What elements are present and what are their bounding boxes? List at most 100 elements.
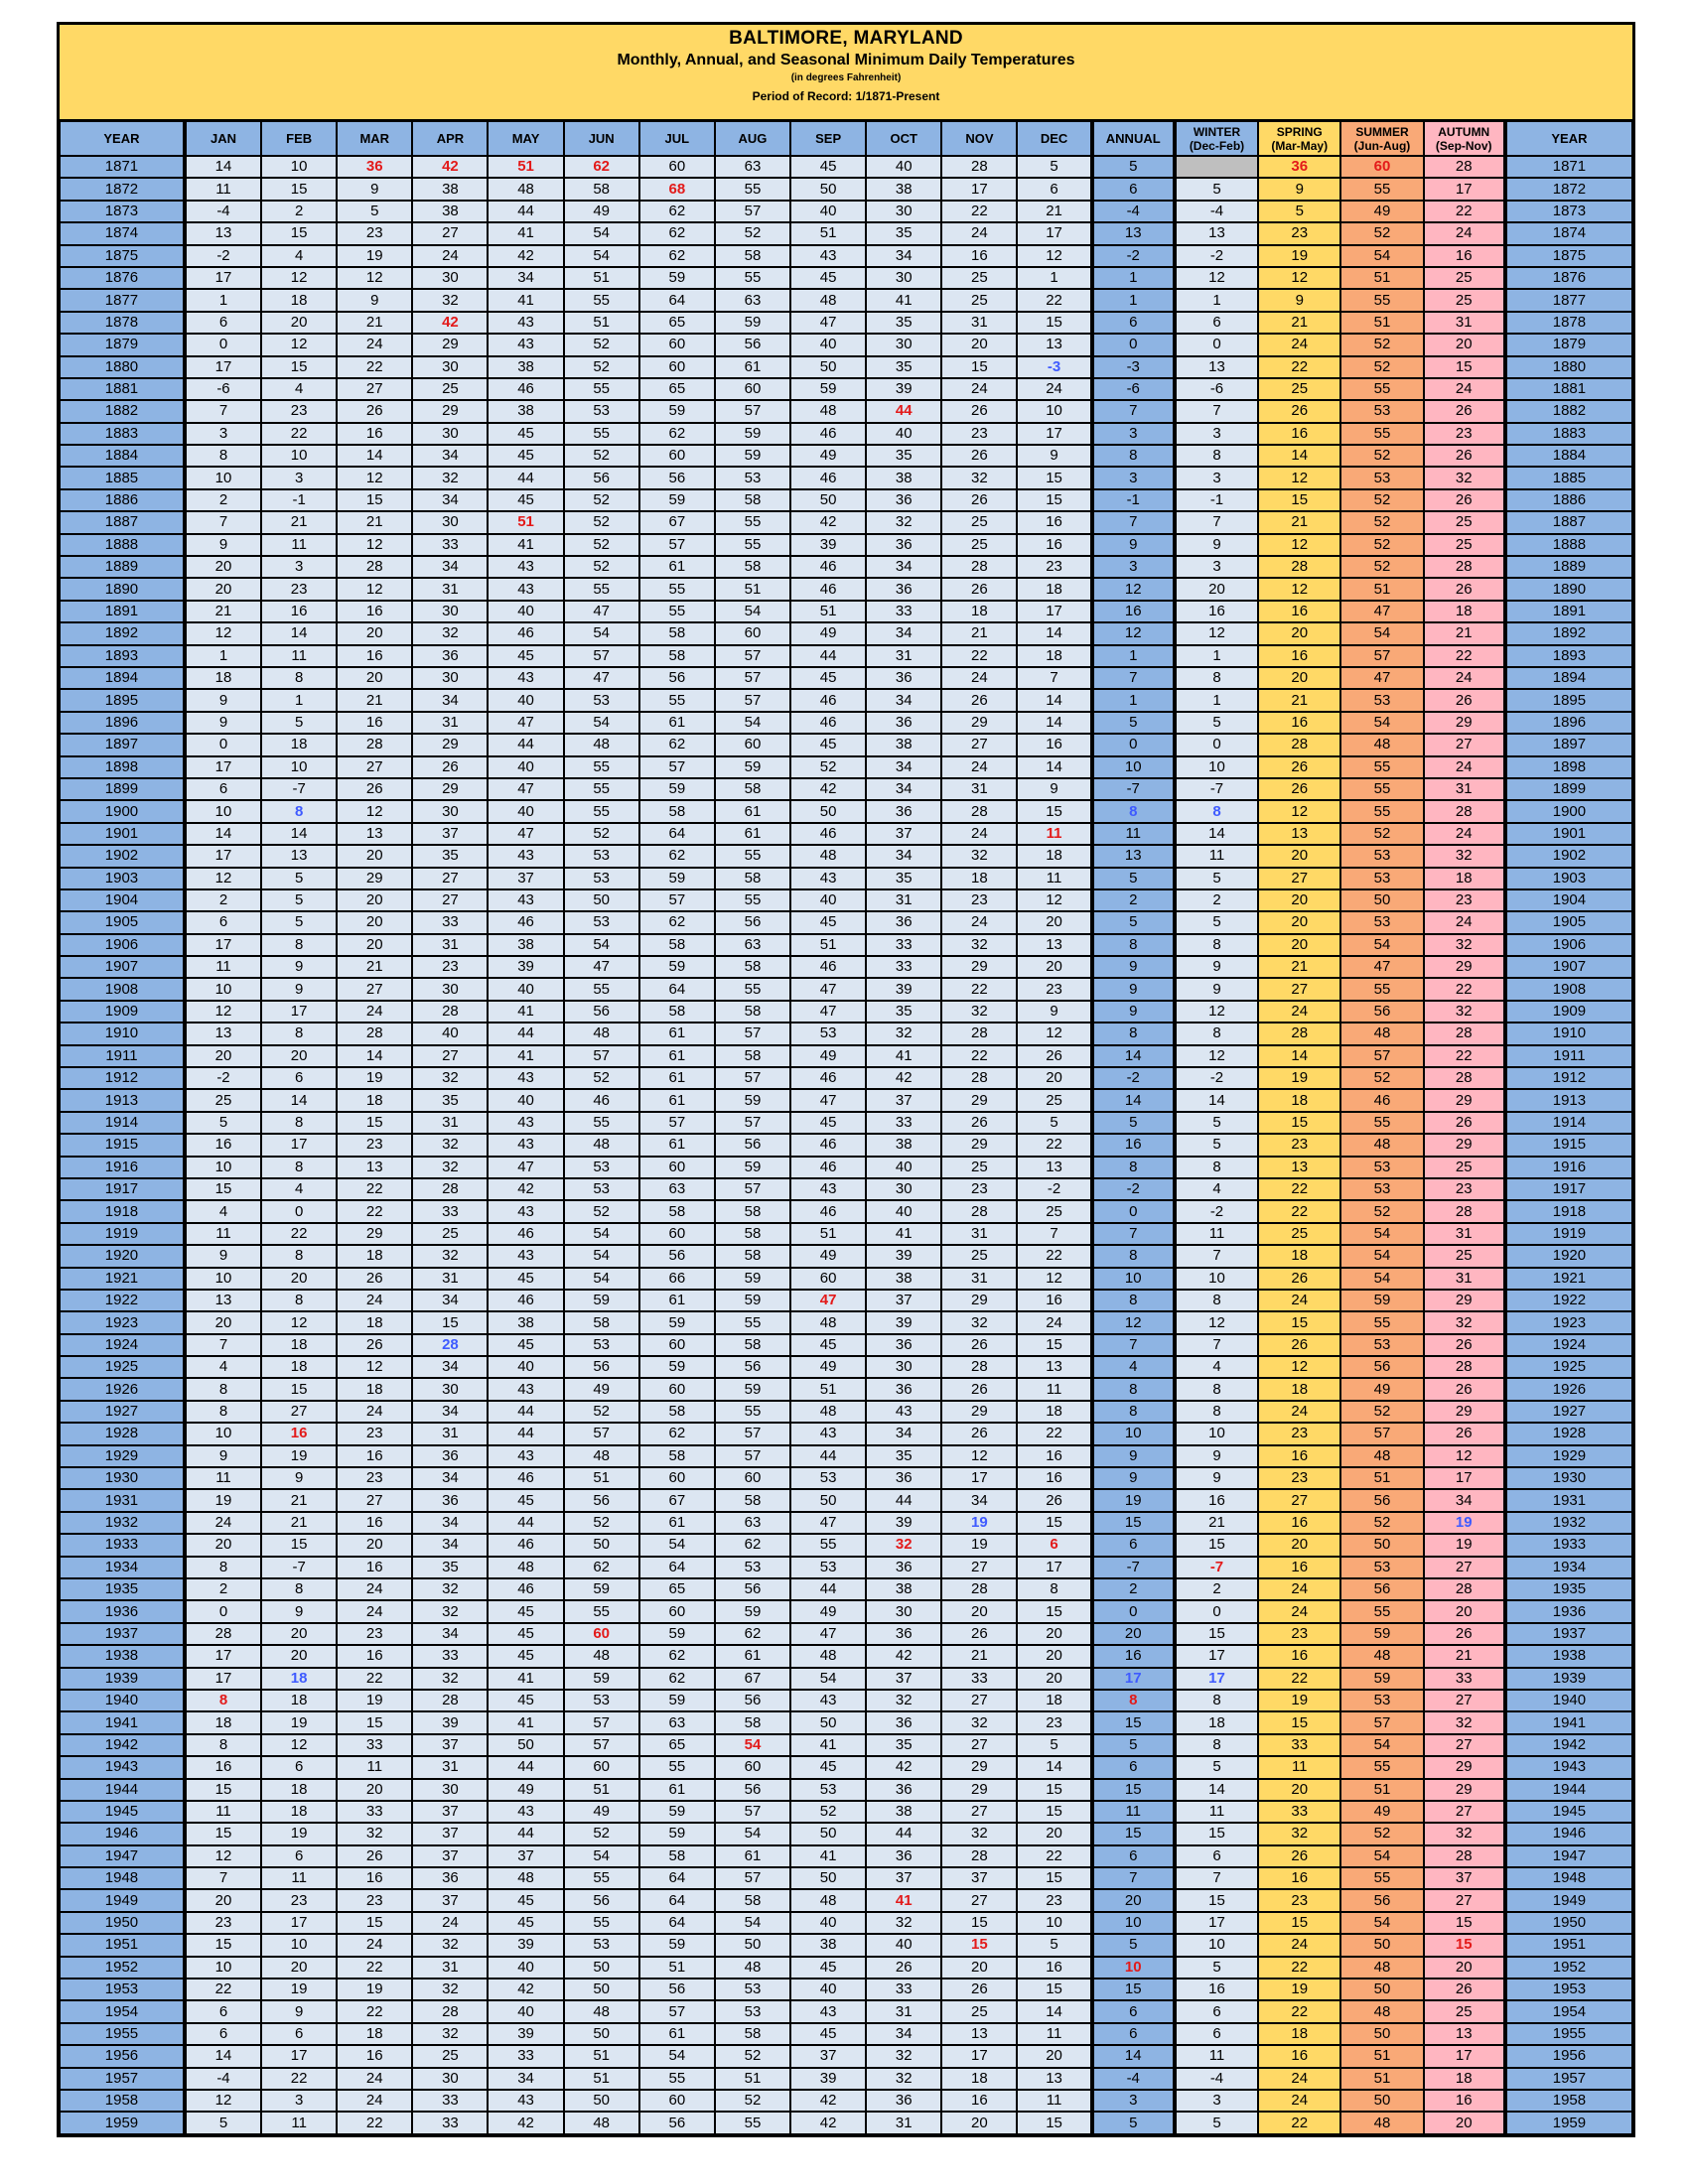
aug-cell: 59 [714, 1600, 791, 1623]
annual-cell: 16 [1092, 1645, 1176, 1668]
spring-cell: 33 [1258, 1733, 1341, 1757]
year-cell: 1925 [60, 1356, 186, 1379]
jan-cell: 20 [185, 1311, 262, 1334]
jul-cell: 54 [638, 2045, 715, 2068]
jul-cell: 64 [638, 1889, 715, 1912]
nov-cell: 18 [941, 867, 1018, 889]
year-cell-right: 1943 [1505, 1756, 1632, 1779]
spring-cell: 21 [1258, 689, 1341, 712]
winter-cell: 9 [1175, 956, 1259, 979]
table-row: 1889 20 3 28 34 43 52 61 58 46 34 28 23 3 3 28 52 28 1889 [60, 556, 1632, 579]
mar-cell: 13 [337, 822, 413, 846]
year-cell: 1880 [60, 355, 186, 378]
oct-cell: 44 [866, 400, 942, 423]
apr-cell: 34 [412, 1356, 489, 1379]
mar-cell: 29 [337, 1222, 413, 1246]
summer-cell: 53 [1340, 1177, 1424, 1201]
aug-cell: 58 [714, 1489, 791, 1512]
year-cell: 1937 [60, 1622, 186, 1646]
may-cell: 33 [488, 2045, 564, 2068]
sep-cell: 40 [790, 888, 867, 912]
jan-cell: 14 [185, 822, 262, 846]
oct-cell: 40 [866, 422, 942, 446]
table-row: 1904 2 5 20 27 43 50 57 55 40 31 23 12 2 2 20 50 23 1904 [60, 888, 1632, 912]
dec-cell: 15 [1017, 311, 1093, 335]
may-cell: 41 [488, 222, 564, 245]
year-cell: 1959 [60, 2112, 186, 2134]
year-cell-right: 1895 [1505, 689, 1632, 712]
year-cell-right: 1905 [1505, 911, 1632, 934]
year-cell-right: 1929 [1505, 1444, 1632, 1468]
oct-cell: 41 [866, 1222, 942, 1246]
may-cell: 40 [488, 978, 564, 1001]
summer-cell: 49 [1340, 1378, 1424, 1401]
mar-cell: 16 [337, 2045, 413, 2068]
year-cell: 1952 [60, 1956, 186, 1979]
table-row: 1887 7 21 21 30 51 52 67 55 42 32 25 16 7 7 21 52 25 1887 [60, 511, 1632, 534]
year-cell: 1873 [60, 200, 186, 223]
title-block: BALTIMORE, MARYLAND Monthly, Annual, and… [60, 25, 1632, 121]
spring-cell: 23 [1258, 1622, 1341, 1646]
table-row: 1934 8 -7 16 35 48 62 64 53 53 36 27 17 -7 -7 16 53 27 193… [60, 1556, 1632, 1578]
oct-cell: 31 [866, 2112, 942, 2134]
table-row: 1919 11 22 29 25 46 54 60 58 51 41 31 7 7 11 25 54 31 1919 [60, 1222, 1632, 1246]
spring-cell: 15 [1258, 488, 1341, 512]
feb-cell: 15 [261, 1534, 338, 1557]
annual-cell: -6 [1092, 377, 1176, 401]
sep-cell: 40 [790, 334, 867, 356]
table-row: 1930 11 9 23 34 46 51 60 60 53 36 17 16 9 9 23 51 17 1930 [60, 1467, 1632, 1490]
summer-cell: 52 [1340, 222, 1424, 245]
winter-cell: 15 [1175, 1622, 1259, 1646]
sep-cell: 50 [790, 1867, 867, 1890]
mar-cell: 20 [337, 622, 413, 645]
jan-cell: 6 [185, 911, 262, 934]
nov-cell: 26 [941, 1378, 1018, 1401]
jan-cell: 10 [185, 1267, 262, 1290]
year-cell-right: 1918 [1505, 1200, 1632, 1223]
jul-cell: 51 [638, 1956, 715, 1979]
apr-cell: 34 [412, 1467, 489, 1490]
nov-cell: 27 [941, 1733, 1018, 1757]
sep-cell: 43 [790, 1423, 867, 1445]
spring-cell: 9 [1258, 289, 1341, 312]
may-cell: 43 [488, 1245, 564, 1268]
feb-cell: 8 [261, 1023, 338, 1045]
feb-cell: 6 [261, 1067, 338, 1090]
oct-cell: 30 [866, 1356, 942, 1379]
jun-cell: 52 [563, 355, 639, 378]
year-cell: 1924 [60, 1333, 186, 1357]
sep-cell: 48 [790, 845, 867, 868]
column-header-label: SUMMER [1355, 124, 1409, 139]
jun-cell: 47 [563, 666, 639, 690]
apr-cell: 37 [412, 1800, 489, 1824]
sep-cell: 47 [790, 1089, 867, 1112]
may-cell: 46 [488, 911, 564, 934]
table-row: 1944 15 18 20 30 49 51 61 56 53 36 29 15 15 14 20 51 29 19… [60, 1778, 1632, 1801]
year-cell-right: 1944 [1505, 1778, 1632, 1801]
feb-cell: 5 [261, 867, 338, 889]
jun-cell: 51 [563, 1467, 639, 1490]
jul-cell: 59 [638, 1689, 715, 1712]
annual-cell: 8 [1092, 1289, 1176, 1312]
jan-cell: 22 [185, 1979, 262, 2001]
mar-cell: 21 [337, 311, 413, 335]
nov-cell: 29 [941, 1778, 1018, 1801]
mar-cell: 27 [337, 1489, 413, 1512]
feb-cell: 8 [261, 1245, 338, 1268]
spring-cell: 16 [1258, 1867, 1341, 1890]
mar-cell: 22 [337, 2112, 413, 2134]
annual-cell: 12 [1092, 1311, 1176, 1334]
spring-cell: 15 [1258, 1311, 1341, 1334]
summer-cell: 59 [1340, 1667, 1424, 1690]
autumn-cell: 15 [1423, 1934, 1506, 1957]
jan-cell: 12 [185, 622, 262, 645]
table-row: 1933 20 15 20 34 46 50 54 62 55 32 19 6 6 15 20 50 19 1933 [60, 1534, 1632, 1557]
apr-cell: 31 [412, 933, 489, 957]
spring-cell: 23 [1258, 1134, 1341, 1157]
dec-cell: 16 [1017, 734, 1093, 756]
apr-cell: 24 [412, 244, 489, 267]
jun-cell: 56 [563, 1000, 639, 1024]
apr-cell: 38 [412, 200, 489, 223]
summer-cell: 56 [1340, 1356, 1424, 1379]
summer-cell: 60 [1340, 156, 1424, 179]
